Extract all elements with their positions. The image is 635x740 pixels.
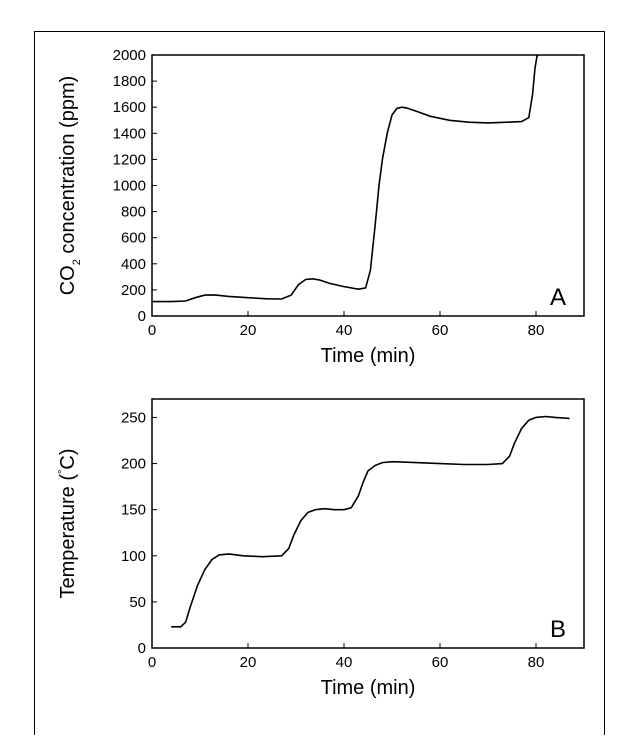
panel-label-a: A bbox=[550, 284, 566, 311]
series-line-a bbox=[152, 54, 539, 303]
y-axis-title-b: Temperature (°C) bbox=[57, 448, 79, 598]
x-tick-label-a: 80 bbox=[528, 322, 545, 339]
figure-border bbox=[34, 31, 605, 740]
x-tick-label-b: 40 bbox=[336, 654, 353, 671]
y-tick-label-b: 250 bbox=[121, 409, 146, 426]
y-axis-title-a-suffix: concentration (ppm) bbox=[57, 76, 79, 259]
y-tick-label-a: 1400 bbox=[113, 125, 146, 142]
y-axis-title-b-suffix: C) bbox=[57, 448, 79, 469]
chart-panel-b: 0 20 40 60 80 0 50 100 150 200 250 Time (min) Tem… bbox=[57, 398, 585, 699]
y-tick-label-b: 0 bbox=[138, 640, 146, 657]
x-tick-label-b: 80 bbox=[528, 654, 545, 671]
y-tick-label-b: 150 bbox=[121, 502, 146, 519]
y-tick-label-a: 1600 bbox=[113, 99, 146, 116]
y-axis-title-b-prefix: Temperature ( bbox=[57, 474, 79, 599]
x-axis-title-a: Time (min) bbox=[321, 345, 416, 367]
y-tick-label-b: 50 bbox=[129, 594, 146, 611]
y-axis-title-a-subscript: 2 bbox=[71, 259, 83, 265]
x-tick-label-b: 20 bbox=[240, 654, 257, 671]
series-line-b bbox=[171, 415, 570, 628]
y-axis-title-a-prefix: CO bbox=[57, 265, 79, 295]
y-tick-label-a: 400 bbox=[121, 256, 146, 273]
panel-label-b: B bbox=[550, 616, 566, 643]
y-tick-label-a: 600 bbox=[121, 230, 146, 247]
y-tick-label-a: 1200 bbox=[113, 151, 146, 168]
y-tick-label-a: 0 bbox=[138, 308, 146, 325]
y-tick-label-a: 800 bbox=[121, 204, 146, 221]
y-tick-label-a: 200 bbox=[121, 282, 146, 299]
y-tick-label-b: 200 bbox=[121, 456, 146, 473]
x-tick-label-b: 0 bbox=[148, 654, 156, 671]
y-tick-label-a: 1800 bbox=[113, 73, 146, 90]
x-ticks-a: 0 20 40 60 80 bbox=[148, 311, 545, 339]
y-axis-title-b-degree: ° bbox=[57, 470, 69, 474]
y-tick-label-a: 2000 bbox=[113, 47, 146, 64]
plot-area-b bbox=[151, 398, 585, 649]
x-tick-label-a: 60 bbox=[432, 322, 449, 339]
chart-panel-a: 0 20 40 60 80 0 200 400 600 800 1000 1200 1400 1600 1… bbox=[57, 47, 585, 367]
y-ticks-a: 0 200 400 600 800 1000 1200 1400 1600 1800 2000 bbox=[113, 47, 157, 325]
y-ticks-b: 0 50 100 150 200 250 bbox=[121, 409, 157, 657]
x-tick-label-a: 20 bbox=[240, 322, 257, 339]
x-ticks-b: 0 20 40 60 80 bbox=[148, 643, 545, 671]
y-tick-label-b: 100 bbox=[121, 548, 146, 565]
y-tick-label-a: 1000 bbox=[113, 178, 146, 195]
x-tick-label-a: 40 bbox=[336, 322, 353, 339]
x-axis-title-b: Time (min) bbox=[321, 677, 416, 699]
y-axis-title-a: CO2 concentration (ppm) bbox=[57, 76, 83, 296]
x-tick-label-b: 60 bbox=[432, 654, 449, 671]
x-tick-label-a: 0 bbox=[148, 322, 156, 339]
